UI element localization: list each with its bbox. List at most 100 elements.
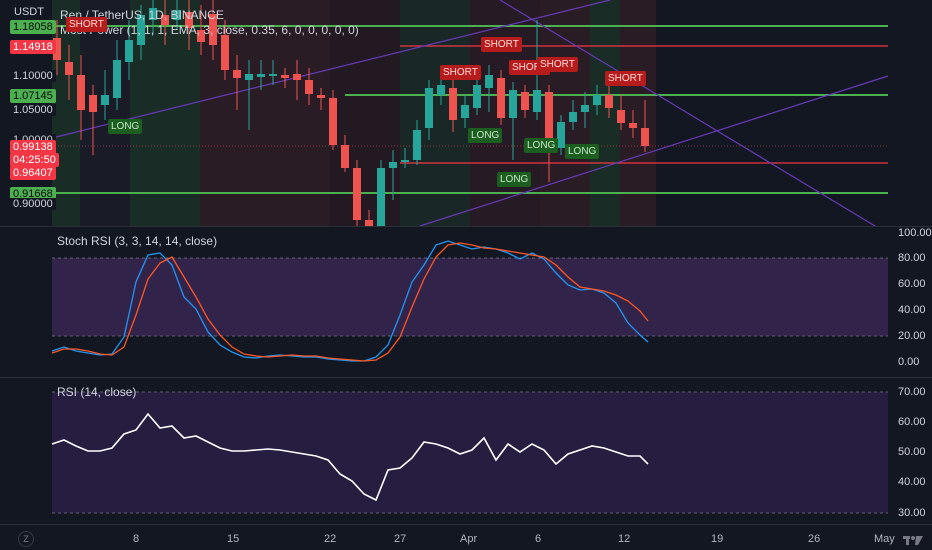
- date-tick: May: [874, 533, 895, 545]
- price-chart-canvas[interactable]: [0, 0, 932, 226]
- candle-body: [509, 90, 517, 118]
- candle-body: [449, 88, 457, 120]
- candle-body: [221, 35, 229, 70]
- short-signal: SHORT: [537, 57, 578, 72]
- date-tick: 22: [324, 533, 337, 545]
- rsi-axis-tick: 30.00: [898, 507, 926, 519]
- candle-body: [101, 95, 109, 105]
- price-axis-tick: 1.10000: [10, 70, 56, 82]
- price-tag-level-5: 0.96407: [10, 166, 56, 180]
- candle-body: [629, 123, 637, 128]
- candle-body: [161, 15, 169, 25]
- candle-body: [245, 74, 253, 80]
- candle-body: [113, 60, 121, 98]
- rsi-legend[interactable]: RSI (14, close): [57, 385, 137, 399]
- bar-countdown: 04:25:50: [10, 153, 59, 167]
- stoch-axis-tick: 20.00: [898, 330, 926, 342]
- rsi-axis-tick: 70.00: [898, 386, 926, 398]
- candle-body: [281, 75, 289, 78]
- candle-body: [353, 168, 361, 220]
- stoch-rsi-canvas[interactable]: [0, 227, 932, 377]
- candle-body: [257, 74, 265, 77]
- stoch-axis-tick: 40.00: [898, 304, 926, 316]
- candle-body: [365, 220, 373, 226]
- candle-body: [209, 14, 217, 45]
- candle-body: [533, 90, 541, 112]
- currency-label: USDT: [14, 6, 44, 18]
- date-tick: 12: [618, 533, 631, 545]
- candle-body: [173, 10, 181, 20]
- candle-body: [437, 85, 445, 95]
- candle-body: [389, 162, 397, 168]
- candle-body: [581, 105, 589, 112]
- candle-body: [377, 168, 385, 226]
- pane-separator[interactable]: [0, 226, 932, 227]
- candlestick-series: [53, 0, 649, 226]
- candle-body: [65, 62, 73, 75]
- candle-body: [233, 70, 241, 78]
- stoch-d-line: [51, 242, 649, 362]
- rsi-line: [51, 412, 649, 502]
- stoch-legend[interactable]: Stoch RSI (3, 3, 14, 14, close): [57, 234, 218, 248]
- last-price-tag: 0.99138: [10, 140, 56, 154]
- time-axis-separator: [0, 524, 932, 525]
- candle-body: [557, 122, 565, 148]
- stoch-axis-tick: 60.00: [898, 278, 926, 290]
- rsi-axis-tick: 40.00: [898, 476, 926, 488]
- candle-body: [341, 145, 349, 168]
- date-tick: 6: [535, 533, 542, 545]
- candle-body: [425, 88, 433, 128]
- rsi-canvas[interactable]: [0, 378, 932, 524]
- rsi-band: [52, 392, 888, 513]
- stoch-axis-tick: 80.00: [898, 252, 926, 264]
- candle-body: [641, 128, 649, 146]
- price-pane[interactable]: USDT Ren / TetherUS, 1D, BINANCE Most Po…: [0, 0, 932, 226]
- candle-body: [617, 110, 625, 123]
- indicator-legend[interactable]: Most Power (1, 1, 1, EMA, 3, close, 0.35…: [60, 23, 359, 37]
- tv-logo-icon[interactable]: [903, 534, 923, 546]
- pane-separator[interactable]: [0, 377, 932, 378]
- date-tick: 15: [227, 533, 240, 545]
- short-signal: SHORT: [440, 65, 481, 80]
- short-signal: SHORT: [481, 37, 522, 52]
- candle-body: [461, 105, 469, 118]
- long-signal: LONG: [108, 119, 143, 134]
- candle-body: [305, 80, 313, 94]
- candle-body: [401, 160, 409, 162]
- price-axis-tick: 1.05000: [10, 104, 56, 116]
- short-signal: SHORT: [66, 17, 107, 32]
- date-tick: 19: [711, 533, 724, 545]
- candle-body: [137, 15, 145, 45]
- timezone-button[interactable]: Z: [18, 531, 34, 547]
- candle-body: [545, 92, 553, 148]
- candle-body: [185, 12, 193, 28]
- candle-body: [521, 92, 529, 110]
- stoch-axis-tick: 0.00: [898, 356, 920, 368]
- long-signal: LONG: [468, 128, 503, 143]
- price-axis-tick: 0.90000: [10, 198, 56, 210]
- rsi-axis-tick: 60.00: [898, 416, 926, 428]
- rsi-pane[interactable]: RSI (14, close) 70.00 60.00 50.00 40.00 …: [0, 378, 932, 524]
- stoch-k-line: [51, 240, 649, 362]
- candle-body: [473, 85, 481, 108]
- rsi-axis-tick: 50.00: [898, 446, 926, 458]
- candle-body: [593, 95, 601, 105]
- candle-body: [149, 8, 157, 20]
- candle-body: [89, 95, 97, 112]
- long-signal: LONG: [497, 172, 532, 187]
- candle-body: [485, 75, 493, 88]
- candle-body: [497, 78, 505, 118]
- long-signal: LONG: [524, 138, 559, 153]
- price-tag-level-6: 0.91668: [10, 187, 56, 201]
- candle-body: [605, 95, 613, 108]
- date-tick: Apr: [460, 533, 478, 545]
- candle-body: [329, 98, 337, 145]
- stoch-band: [52, 258, 888, 336]
- price-tag-level-1: 1.18058: [10, 20, 56, 34]
- price-tag-level-2: 1.14918: [10, 40, 56, 54]
- candle-body: [569, 112, 577, 122]
- candle-body: [293, 74, 301, 80]
- stoch-rsi-pane[interactable]: Stoch RSI (3, 3, 14, 14, close) 100.00 8…: [0, 227, 932, 377]
- date-tick: 26: [808, 533, 821, 545]
- candle-body: [317, 95, 325, 98]
